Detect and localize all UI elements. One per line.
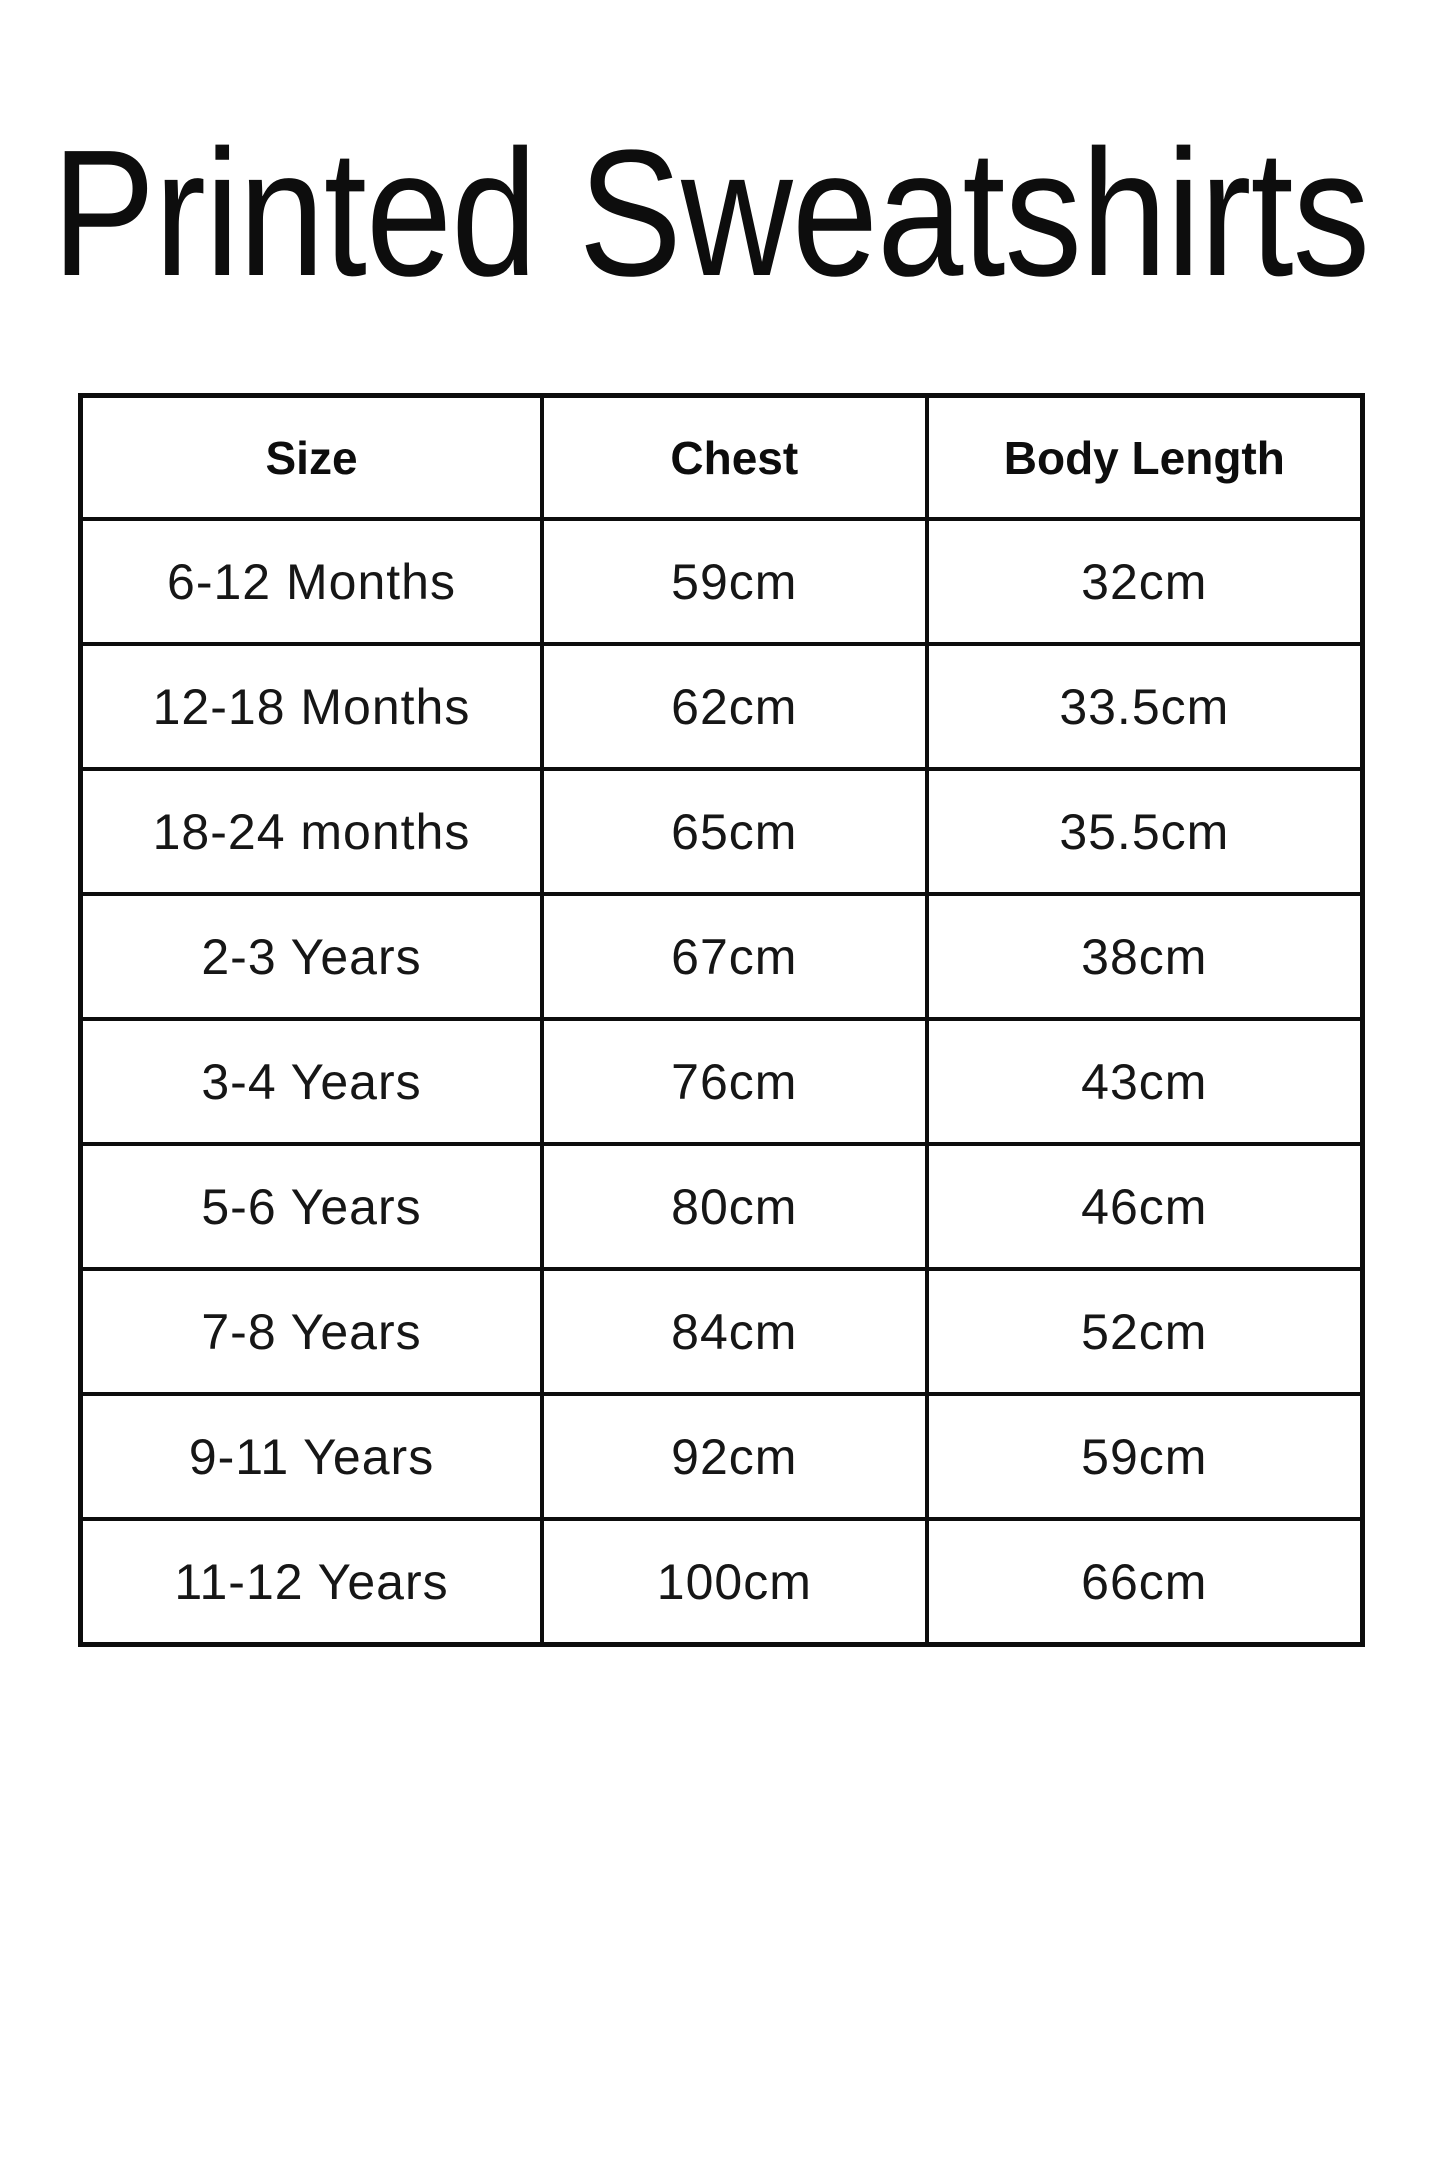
size-chart-table: Size Chest Body Length 6-12 Months 59cm 32cm…: [78, 393, 1365, 1647]
table-cell-size: 12-18 Months: [78, 642, 545, 771]
table-cell-chest: 100cm: [540, 1517, 929, 1647]
table-row: 2-3 Years 67cm 38cm: [78, 892, 1365, 1021]
table-cell-size: 3-4 Years: [78, 1017, 545, 1146]
table-body: 6-12 Months 59cm 32cm 12-18 Months 62cm 33.5c…: [78, 517, 1365, 1647]
table-cell-body-length: 32cm: [924, 517, 1365, 646]
table-cell-chest: 76cm: [540, 1017, 929, 1146]
column-header-body-length: Body Length: [924, 393, 1365, 521]
table-cell-chest: 65cm: [540, 767, 929, 896]
table-row: 5-6 Years 80cm 46cm: [78, 1142, 1365, 1271]
table-cell-size: 5-6 Years: [78, 1142, 545, 1271]
table-row: 6-12 Months 59cm 32cm: [78, 517, 1365, 646]
table-cell-chest: 84cm: [540, 1267, 929, 1396]
table-row: 9-11 Years 92cm 59cm: [78, 1392, 1365, 1521]
table-row: 12-18 Months 62cm 33.5cm: [78, 642, 1365, 771]
table-cell-size: 6-12 Months: [78, 517, 545, 646]
table-cell-chest: 59cm: [540, 517, 929, 646]
table-cell-size: 18-24 months: [78, 767, 545, 896]
table-header-row: Size Chest Body Length: [78, 393, 1365, 521]
table-cell-body-length: 43cm: [924, 1017, 1365, 1146]
table-cell-body-length: 66cm: [924, 1517, 1365, 1647]
table-row: 18-24 months 65cm 35.5cm: [78, 767, 1365, 896]
table-cell-chest: 67cm: [540, 892, 929, 1021]
page-title: Printed Sweatshirts: [52, 113, 1370, 314]
table-cell-body-length: 46cm: [924, 1142, 1365, 1271]
table-cell-chest: 92cm: [540, 1392, 929, 1521]
table-cell-size: 2-3 Years: [78, 892, 545, 1021]
table-cell-body-length: 38cm: [924, 892, 1365, 1021]
column-header-chest: Chest: [540, 393, 929, 521]
table-row: 11-12 Years 100cm 66cm: [78, 1517, 1365, 1647]
table-cell-body-length: 52cm: [924, 1267, 1365, 1396]
table-cell-size: 9-11 Years: [78, 1392, 545, 1521]
column-header-size: Size: [78, 393, 545, 521]
table-row: 7-8 Years 84cm 52cm: [78, 1267, 1365, 1396]
table-cell-body-length: 59cm: [924, 1392, 1365, 1521]
table-cell-size: 11-12 Years: [78, 1517, 545, 1647]
table-cell-body-length: 35.5cm: [924, 767, 1365, 896]
table-cell-chest: 80cm: [540, 1142, 929, 1271]
table-row: 3-4 Years 76cm 43cm: [78, 1017, 1365, 1146]
table-cell-chest: 62cm: [540, 642, 929, 771]
table-cell-body-length: 33.5cm: [924, 642, 1365, 771]
table-cell-size: 7-8 Years: [78, 1267, 545, 1396]
